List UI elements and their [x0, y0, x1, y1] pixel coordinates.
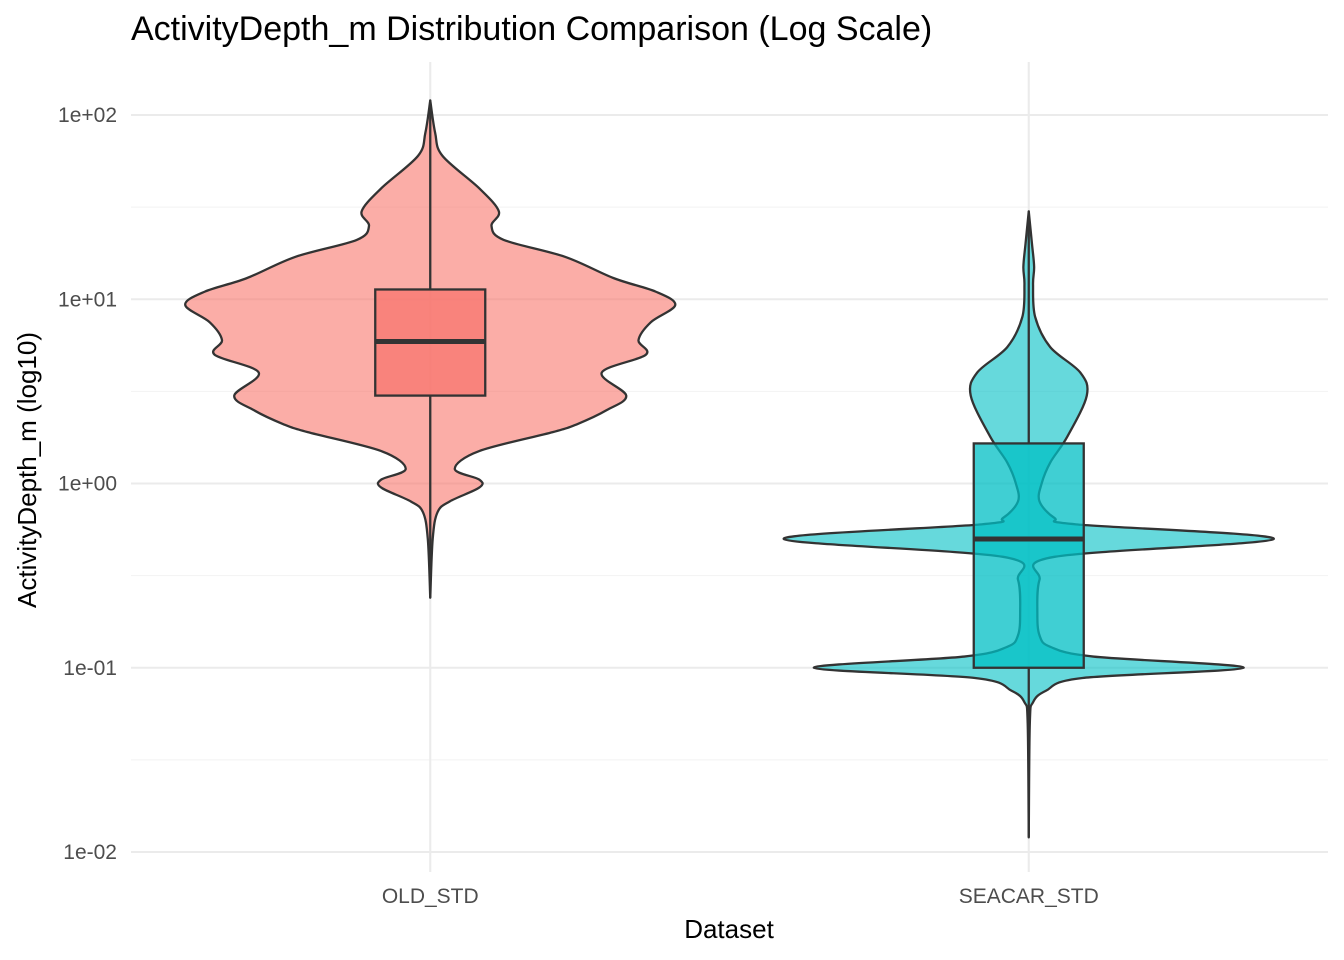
tick-labels: 1e-02 1e-01 1e+00 1e+01 1e+02 OLD_STD SEACAR_S… — [58, 104, 1099, 908]
x-tick-label: OLD_STD — [382, 885, 479, 908]
y-tick-label: 1e+02 — [58, 104, 117, 127]
y-tick-label: 1e-01 — [63, 657, 117, 680]
y-tick-label: 1e+01 — [58, 288, 117, 311]
x-axis-title: Dataset — [684, 914, 774, 944]
y-axis-title: ActivityDepth_m (log10) — [12, 332, 42, 608]
x-tick-label: SEACAR_STD — [959, 885, 1099, 908]
y-tick-label: 1e+00 — [58, 473, 117, 496]
y-tick-label: 1e-02 — [63, 841, 117, 864]
boxplots — [374, 100, 1085, 838]
box-seacar-std — [972, 442, 1085, 669]
chart-title: ActivityDepth_m Distribution Comparison … — [131, 10, 932, 48]
